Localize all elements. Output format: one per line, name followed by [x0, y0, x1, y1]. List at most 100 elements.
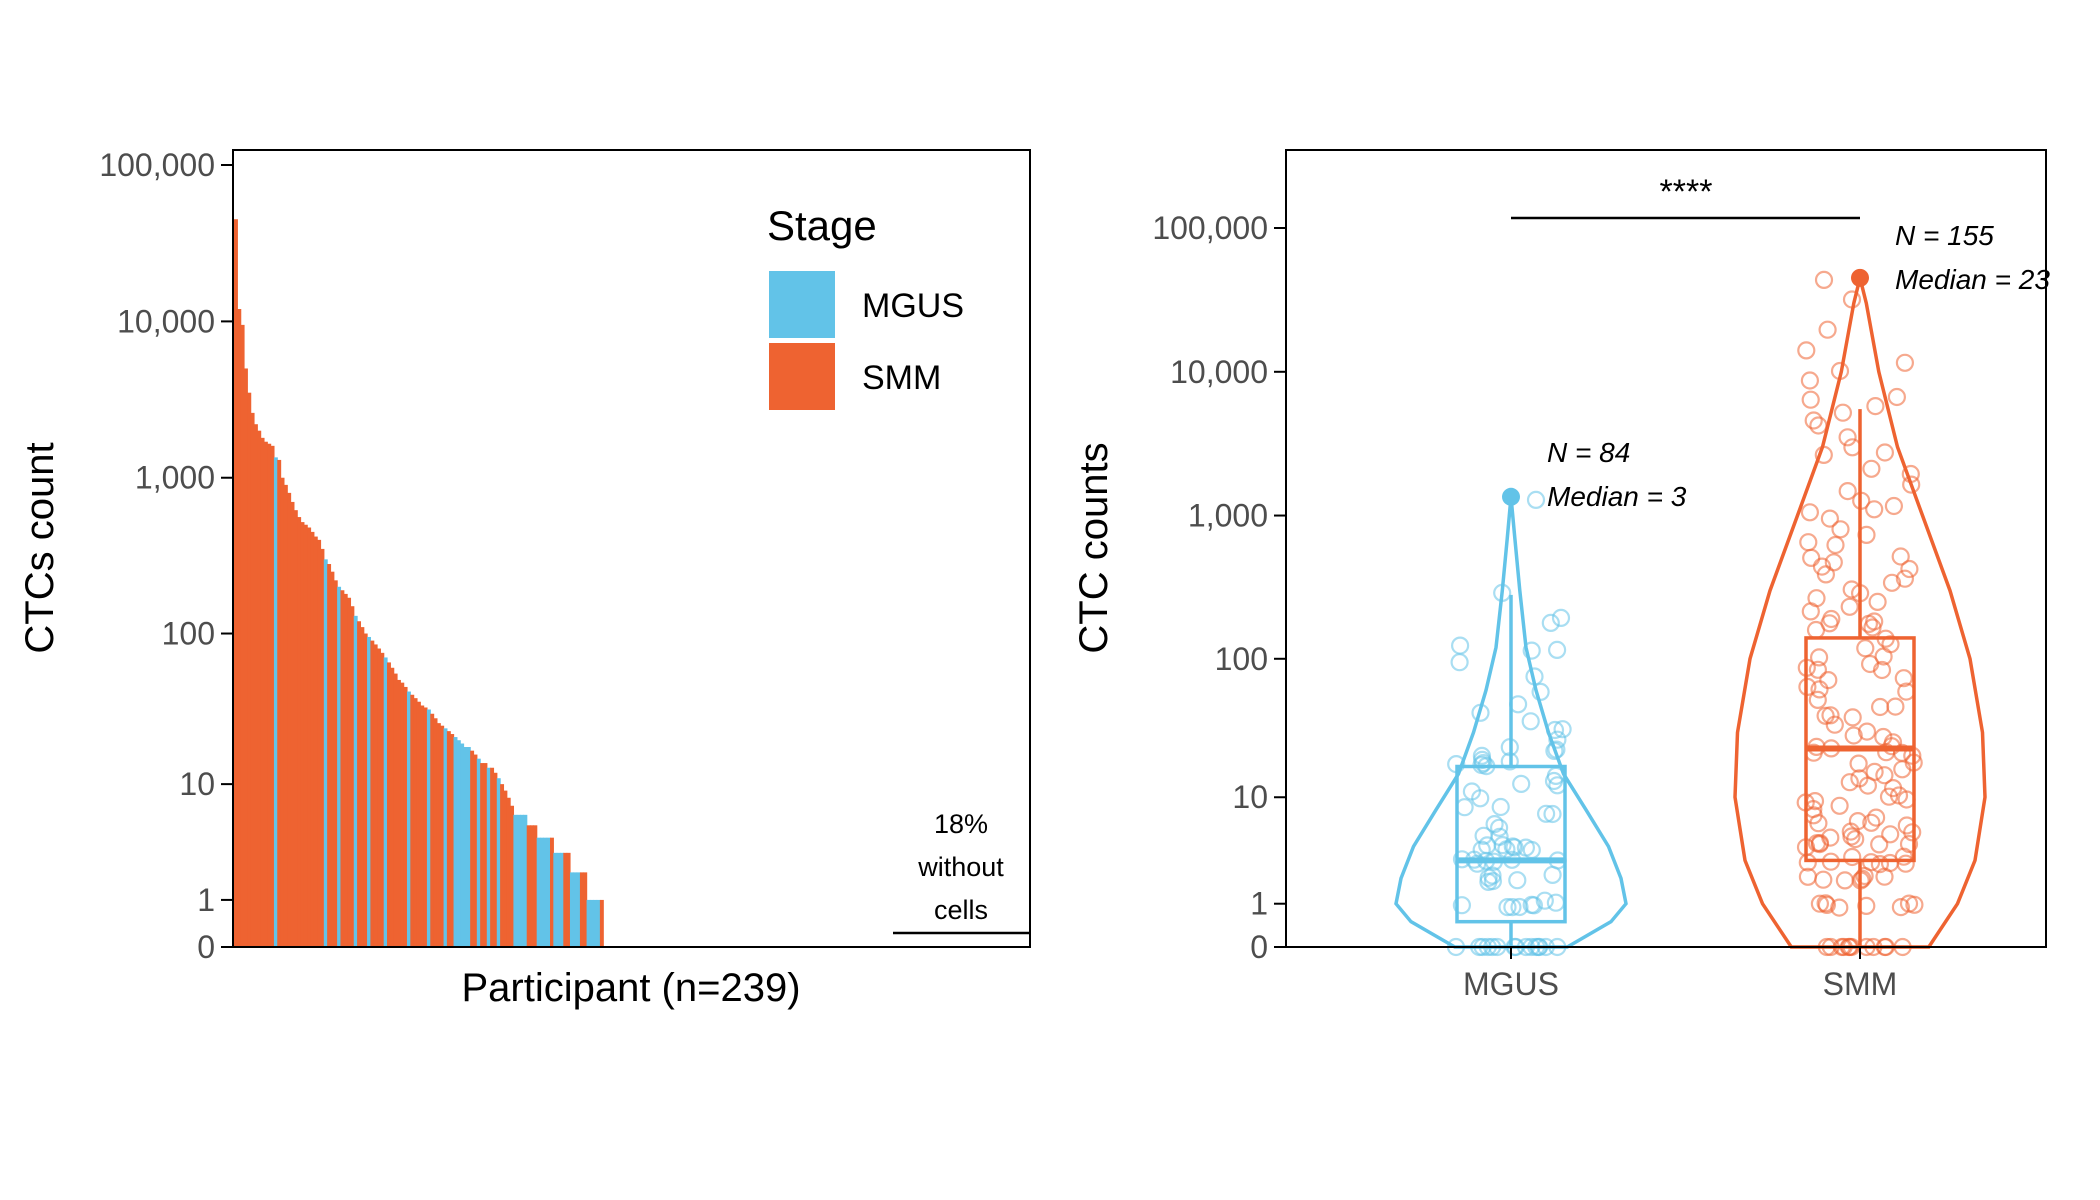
mgus-point [1522, 641, 1541, 660]
smm-point [1891, 897, 1911, 917]
mgus-point [1455, 798, 1474, 817]
smm-point [1848, 811, 1868, 831]
mgus-point [1503, 897, 1522, 917]
smm-point [1838, 428, 1857, 447]
bar-smm [483, 763, 488, 947]
bar-smm [533, 825, 538, 947]
smm-point [1800, 371, 1820, 390]
smm-point [1902, 475, 1921, 494]
bar-smm [503, 790, 508, 947]
y-tick-label: 10,000 [1170, 354, 1268, 390]
smm-point [1884, 496, 1904, 516]
smm-point [1812, 557, 1832, 576]
smm-point [1868, 592, 1887, 612]
smm-point [1838, 482, 1857, 501]
significance-label: **** [1660, 173, 1713, 211]
smm-point [1856, 639, 1875, 658]
mgus-point [1485, 814, 1504, 834]
bar-smm [370, 640, 375, 947]
smm-point [1824, 553, 1843, 572]
smm-point [1843, 708, 1862, 727]
bar-smm [480, 763, 485, 947]
bar-mgus [466, 747, 471, 947]
smm-point [1821, 828, 1840, 847]
bar-smm [237, 309, 242, 947]
bar-mgus [367, 636, 371, 947]
smm-point [1799, 533, 1818, 552]
mgus-point [1479, 872, 1498, 892]
bar-smm [263, 441, 268, 947]
y-axis-ticks: 0 1 10 100 1,000 10,000 100,000 [1152, 210, 1286, 965]
mgus-point [1541, 613, 1560, 633]
smm-point [1831, 520, 1850, 539]
smm-point [1802, 548, 1821, 568]
waterfall-bars [234, 219, 604, 948]
mgus-point [1474, 826, 1493, 845]
bar-mgus [456, 740, 461, 947]
smm-point [1830, 361, 1850, 381]
y-tick-label: 1,000 [135, 460, 215, 496]
y-tick-label: 10 [179, 766, 215, 802]
smm-point [1825, 715, 1844, 734]
plot-frame [232, 149, 1031, 948]
mgus-point [1489, 818, 1509, 837]
smm-median-label: Median = 23 [1895, 264, 2050, 295]
smm-point [1895, 353, 1915, 372]
bar-mgus [556, 852, 561, 947]
violin-plot-area: MGUS SMM [1394, 268, 1987, 1002]
smm-point [1875, 443, 1895, 462]
mgus-point [1535, 891, 1554, 910]
bar-smm [380, 652, 385, 947]
bar-smm [473, 754, 478, 947]
smm-point [1820, 509, 1840, 528]
bar-smm [300, 522, 305, 947]
y-tick-label: 0 [1250, 929, 1268, 965]
legend: Stage MGUS SMM [767, 202, 964, 410]
mgus-point [1522, 840, 1541, 860]
smm-point [1819, 670, 1838, 690]
smm-point [1870, 697, 1890, 717]
smm-point [1896, 854, 1915, 873]
smm-point [1861, 853, 1881, 872]
smm-n-label: N = 155 [1895, 220, 1994, 251]
smm-point [1830, 796, 1849, 815]
smm-point [1809, 648, 1829, 667]
bar-smm [257, 430, 262, 947]
mgus-point [1521, 712, 1540, 731]
bar-smm [410, 694, 415, 947]
bar-mgus [569, 872, 574, 947]
bar-mgus [540, 837, 544, 947]
smm-point [1860, 654, 1880, 674]
smm-point [1797, 341, 1816, 360]
legend-title: Stage [767, 202, 877, 249]
bar-smm [393, 673, 398, 947]
smm-point [1798, 867, 1818, 886]
bar-smm [270, 445, 275, 947]
smm-point [1870, 835, 1889, 854]
bar-mgus [443, 728, 448, 947]
mgus-max-point [1502, 487, 1520, 506]
bar-mgus [536, 837, 541, 947]
smm-point [1901, 464, 1920, 484]
mgus-point [1491, 797, 1510, 817]
smm-point [1899, 834, 1919, 854]
smm-point [1891, 547, 1910, 566]
bar-smm [403, 686, 408, 947]
smm-point [1862, 813, 1881, 832]
bar-smm [290, 501, 295, 947]
mgus-point [1498, 897, 1517, 917]
bar-smm [530, 825, 534, 947]
smm-point [1840, 773, 1859, 792]
smm-point [1816, 894, 1835, 913]
ctc-waterfall-panel: 0 1 10 100 1,000 10,000 100,000 CTCs count Par… [18, 147, 1031, 1010]
y-tick-label: 1 [197, 882, 215, 918]
smm-point [1883, 778, 1903, 798]
mgus-point [1493, 835, 1512, 855]
smm-point [1844, 726, 1863, 745]
bar-smm [416, 701, 421, 947]
smm-point [1821, 706, 1840, 725]
mgus-point [1546, 893, 1566, 912]
bar-mgus [520, 814, 524, 947]
mgus-point [1522, 895, 1541, 915]
smm-point [1842, 290, 1862, 309]
